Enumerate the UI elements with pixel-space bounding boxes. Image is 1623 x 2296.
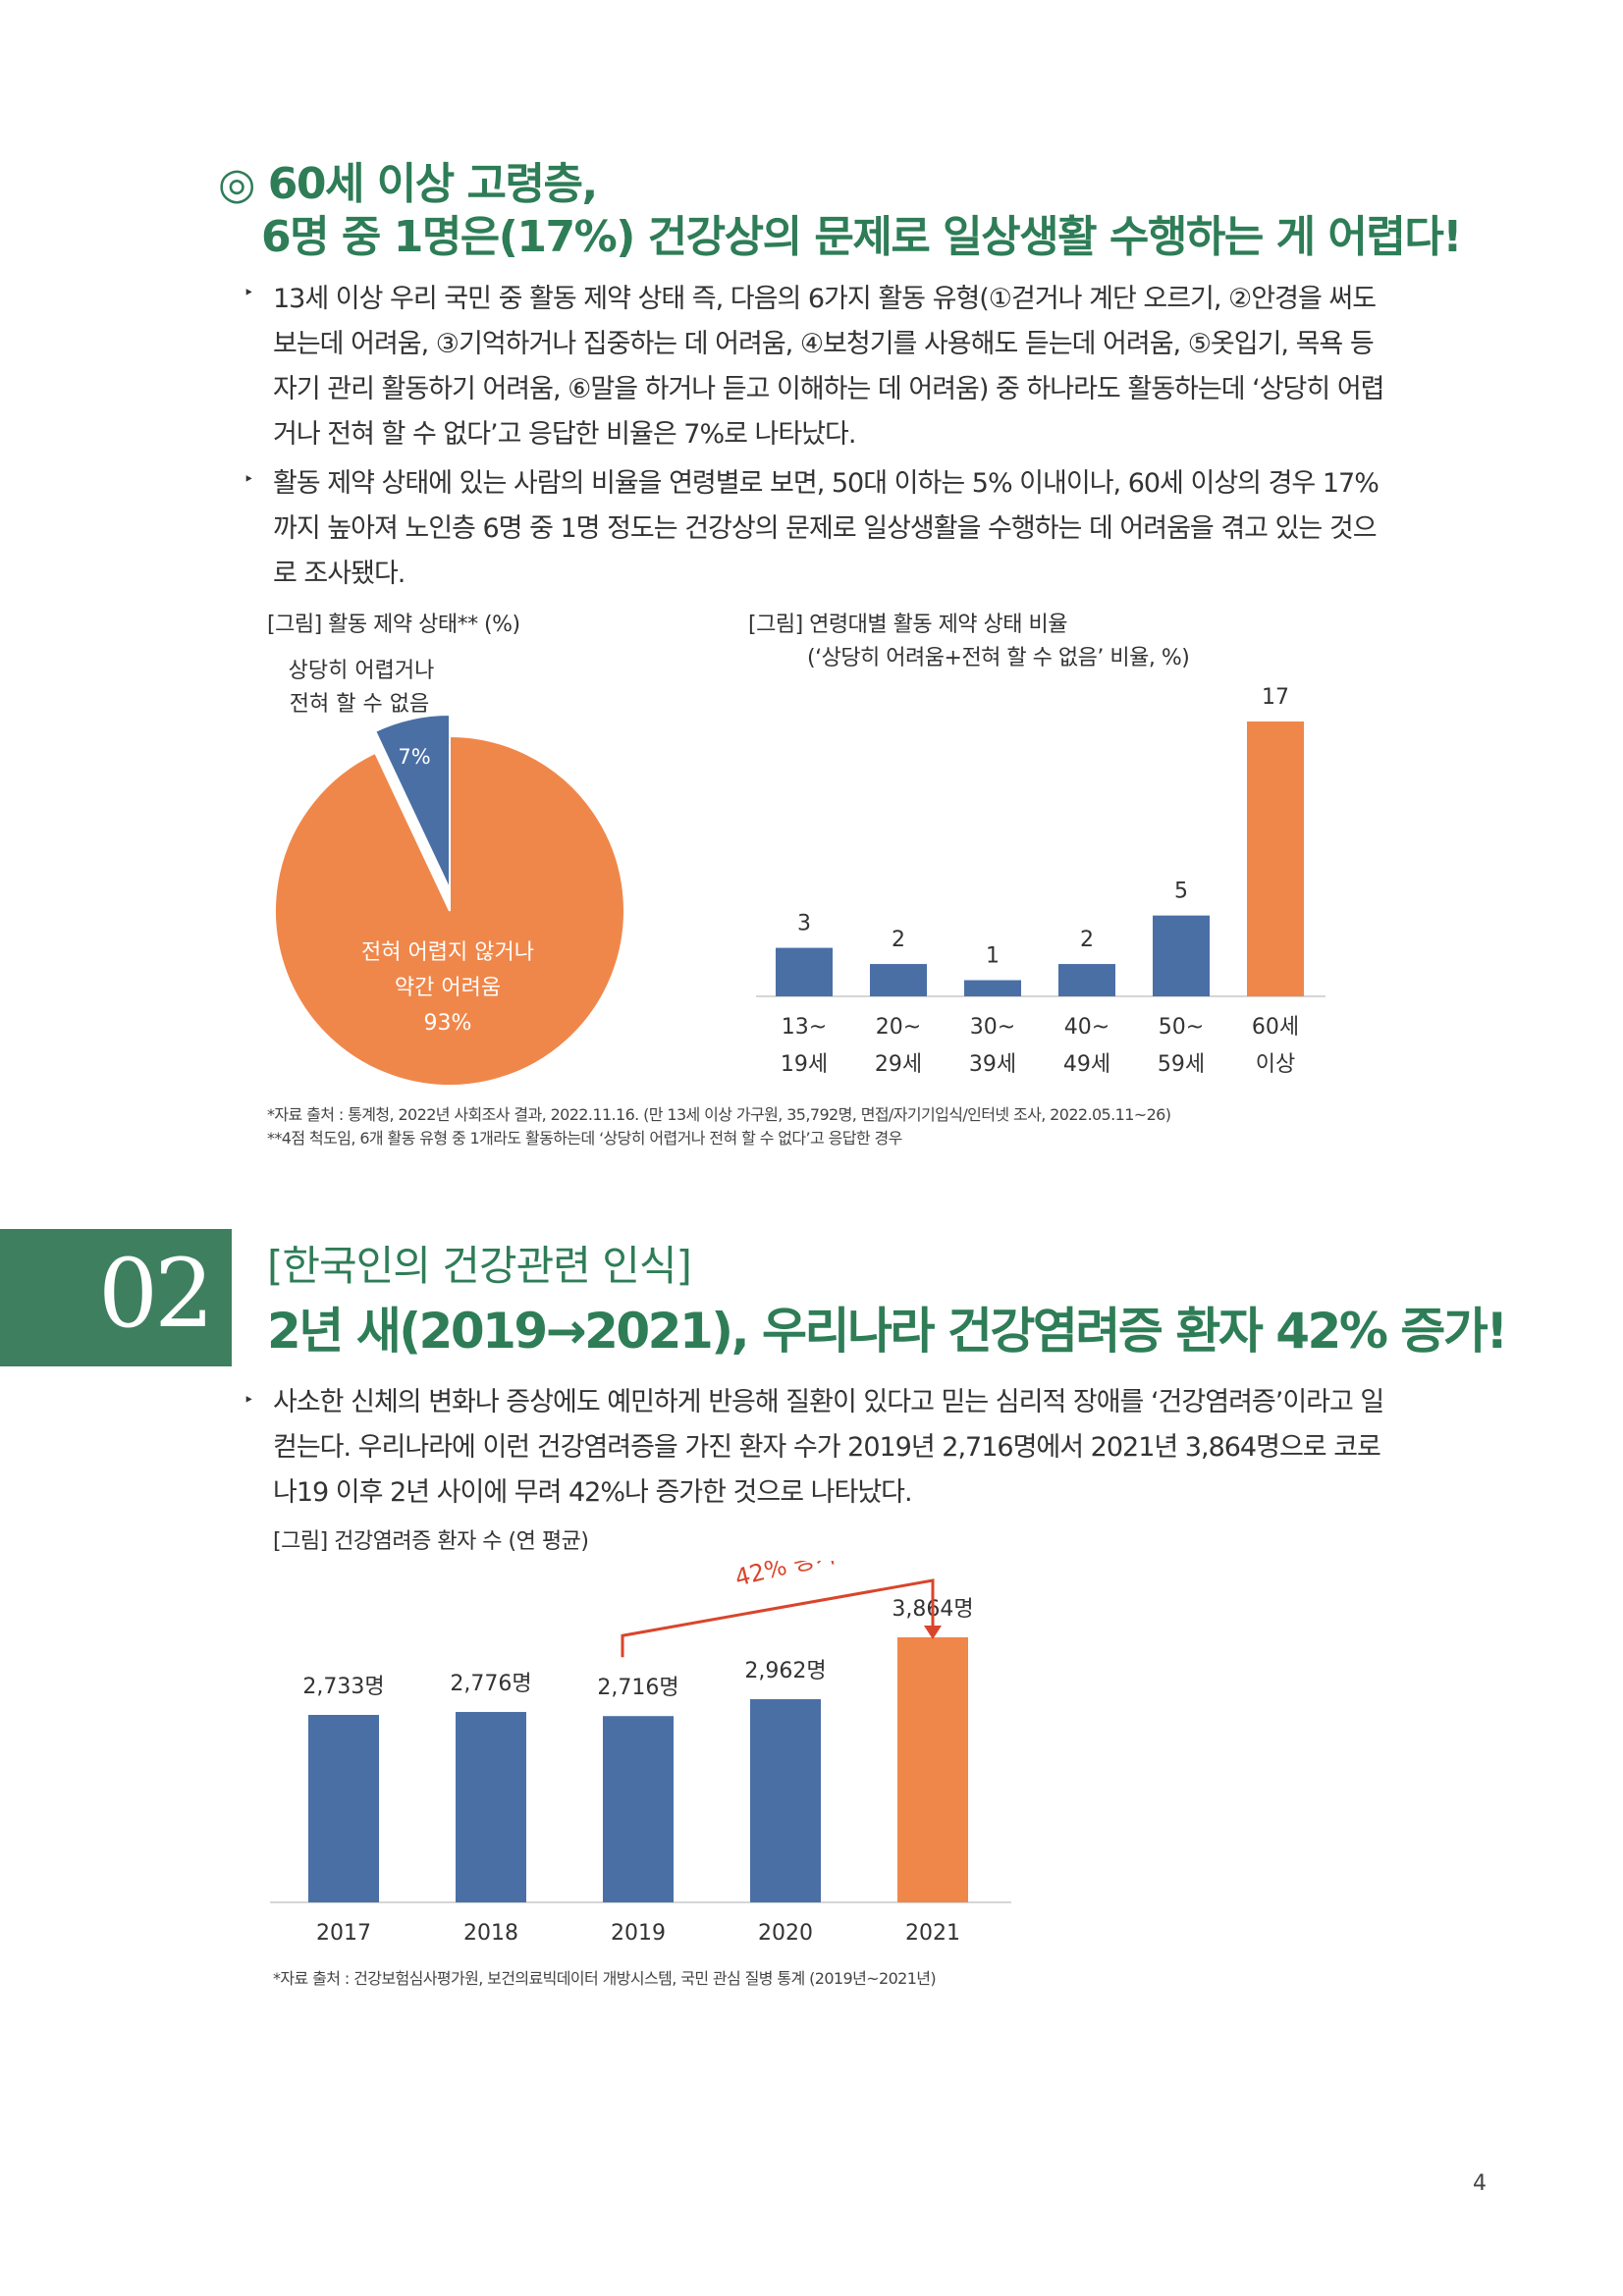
x-tick-label: 2017 [316,1921,371,1946]
bar-value-label: 2,716명 [597,1676,678,1700]
pie-value-label: 7% [398,745,430,769]
x-tick-label: 30~ [970,1015,1015,1040]
bar [870,964,927,996]
x-tick-label: 20~ [876,1015,921,1040]
x-tick-label: 2021 [905,1921,960,1946]
bar [308,1715,379,1902]
bar-value-label: 2 [1080,928,1094,952]
pie-label-line: 상당히 어렵거나 [289,659,435,683]
bar [964,980,1021,996]
paragraph-line: 사소한 신체의 변화나 증상에도 예민하게 반응해 질환이 있다고 믿는 심리적… [273,1387,1384,1417]
bar [603,1716,674,1902]
x-tick-label: 2019 [611,1921,666,1946]
age-chart-title: [그림] 연령대별 활동 제약 상태 비율 [748,613,1068,637]
growth-annotation: 42% 증가 [732,1561,839,1592]
paragraph-line: 나19 이후 2년 사이에 무려 42%나 증가한 것으로 나타났다. [273,1477,913,1508]
bar [456,1712,526,1902]
x-tick-label: 49세 [1063,1052,1110,1077]
x-tick-label: 2020 [758,1921,813,1946]
pie-label-line: 전혀 할 수 없음 [290,692,429,717]
growth-arrow [621,1578,935,1658]
source-note: *자료 출처 : 건강보험심사평가원, 보건의료빅데이터 개방시스템, 국민 관… [273,1969,937,1988]
section1-title-line1: ◎ 60세 이상 고령층, [218,159,598,209]
x-tick-label: 39세 [969,1052,1016,1077]
pie-chart-title: [그림] 활동 제약 상태** (%) [267,613,520,637]
x-tick-label: 19세 [781,1052,828,1077]
bar-value-label: 2,733명 [302,1675,384,1699]
age-chart-subtitle: (‘상당히 어려움+전혀 할 수 없음’ 비율, %) [807,646,1190,670]
bar-value-label: 2,776명 [450,1672,531,1696]
bar [1153,915,1210,996]
pie-slice [373,713,451,890]
x-tick-label: 59세 [1158,1052,1205,1077]
paragraph-line: 활동 제약 상태에 있는 사람의 비율을 연령별로 보면, 50대 이하는 5%… [273,468,1380,499]
section2-bullet1: 사소한 신체의 변화나 증상에도 예민하게 반응해 질환이 있다고 믿는 심리적… [273,1380,1490,1516]
pie-label-line: 약간 어려움 [395,976,501,1000]
paragraph-line: 거나 전혀 할 수 없다’고 응답한 비율은 7%로 나타났다. [273,419,856,450]
arrow-head-icon [924,1626,942,1639]
paragraph-line: 까지 높아져 노인층 6명 중 1명 정도는 건강상의 문제로 일상생활을 수행… [273,513,1378,544]
paragraph-line: 컫는다. 우리나라에 이런 건강염려증을 가진 환자 수가 2019년 2,71… [273,1432,1381,1463]
pie-value-label: 93% [424,1011,472,1036]
section1-bullet1: 13세 이상 우리 국민 중 활동 제약 상태 즉, 다음의 6가지 활동 유형… [273,277,1490,457]
paragraph-line: 13세 이상 우리 국민 중 활동 제약 상태 즉, 다음의 6가지 활동 유형… [273,284,1377,314]
bar-value-label: 3 [797,912,811,936]
source-note: *자료 출처 : 통계청, 2022년 사회조사 결과, 2022.11.16.… [267,1105,1171,1124]
x-tick-label: 13~ [782,1015,827,1040]
x-tick-label: 2018 [463,1921,518,1946]
bar [750,1699,821,1902]
paragraph-line: 자기 관리 활동하기 어려움, ⑥말을 하거나 듣고 이해하는 데 어려움) 중… [273,374,1385,404]
bar-value-label: 2,962명 [744,1659,826,1683]
bar-value-label: 2 [892,928,905,952]
pie-chart: 상당히 어렵거나 전혀 할 수 없음 7% 전혀 어렵지 않거나 약간 어려움 … [274,659,625,1087]
age-bar-chart: 3 13~ 19세 2 20~ 29세 1 30~ 39세 2 40~ 49세 5 50~ 59세 17 60세… [756,685,1325,1077]
bar [1058,964,1115,996]
x-tick-label: 60세 [1252,1015,1299,1040]
paragraph-line: 로 조사됐다. [273,559,406,589]
bar-value-label: 1 [986,944,1000,969]
x-tick-label: 29세 [875,1052,922,1077]
bullet-marker: ‣ [243,283,254,303]
bullet-marker: ‣ [243,1390,254,1411]
bar [897,1637,968,1902]
x-tick-label: 40~ [1064,1015,1109,1040]
section2-subtitle: [한국인의 건강관련 인식] [267,1242,692,1290]
bullet-marker: ‣ [243,469,254,490]
x-tick-label: 50~ [1159,1015,1204,1040]
section1-bullet2: 활동 제약 상태에 있는 사람의 비율을 연령별로 보면, 50대 이하는 5%… [273,461,1490,597]
pie-label-line: 전혀 어렵지 않거나 [361,940,534,965]
footnote: **4점 척도임, 6개 활동 유형 중 1개라도 활동하는데 ‘상당히 어렵거… [267,1129,902,1148]
section2-title: 2년 새(2019→2021), 우리나라 건강염려증 환자 42% 증가! [267,1303,1508,1360]
section1-title-line2: 6명 중 1명은(17%) 건강상의 문제로 일상생활 수행하는 게 어렵다! [261,212,1462,262]
pie-slice [274,734,625,1087]
bar [776,947,833,996]
bar-value-label: 5 [1174,880,1188,904]
section-number: 02 [98,1239,214,1349]
x-tick-label: 이상 [1256,1052,1295,1077]
paragraph-line: 보는데 어려움, ③기억하거나 집중하는 데 어려움, ④보청기를 사용해도 듣… [273,329,1375,359]
page-number: 4 [1473,2171,1487,2196]
patients-bar-chart: 2,733명 2017 2,776명 2018 2,716명 2019 2,962명 2020… [270,1561,1011,1946]
bar [1247,721,1304,996]
bar-value-label: 17 [1262,685,1289,710]
section-number-block [0,1229,232,1366]
patients-chart-title: [그림] 건강염려증 환자 수 (연 평균) [273,1529,589,1554]
